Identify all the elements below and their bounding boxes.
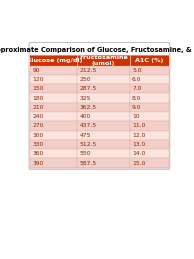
Text: 587.5: 587.5 xyxy=(80,161,97,166)
Bar xyxy=(130,93,169,103)
Bar xyxy=(130,84,169,93)
Text: 120: 120 xyxy=(33,77,44,82)
Bar xyxy=(130,112,169,121)
Text: 11.0: 11.0 xyxy=(132,123,146,128)
Bar xyxy=(77,121,130,131)
Text: 8.0: 8.0 xyxy=(132,96,141,100)
Text: 240: 240 xyxy=(33,114,44,119)
Bar xyxy=(77,84,130,93)
Bar xyxy=(30,66,77,75)
Bar xyxy=(77,159,130,168)
Text: Fructosamine
(umol): Fructosamine (umol) xyxy=(79,55,128,66)
Text: 330: 330 xyxy=(33,142,44,147)
Bar xyxy=(30,131,77,140)
Bar xyxy=(30,75,77,84)
Bar xyxy=(130,55,169,66)
Bar xyxy=(30,93,77,103)
Text: 14.0: 14.0 xyxy=(132,151,145,156)
Text: 13.0: 13.0 xyxy=(132,142,145,147)
Text: 212.5: 212.5 xyxy=(80,68,97,73)
Text: 210: 210 xyxy=(33,105,44,110)
Text: 325: 325 xyxy=(80,96,91,100)
Text: 390: 390 xyxy=(33,161,44,166)
Text: 6.0: 6.0 xyxy=(132,77,141,82)
Text: 400: 400 xyxy=(80,114,91,119)
Bar xyxy=(130,66,169,75)
Text: Glucose (mg/dl): Glucose (mg/dl) xyxy=(26,58,82,63)
Text: 287.5: 287.5 xyxy=(80,86,97,91)
Text: 10: 10 xyxy=(132,114,140,119)
Text: 180: 180 xyxy=(33,96,44,100)
Bar xyxy=(77,75,130,84)
Bar xyxy=(130,149,169,159)
Text: 550: 550 xyxy=(80,151,91,156)
Text: 360: 360 xyxy=(33,151,44,156)
Text: 270: 270 xyxy=(33,123,44,128)
Bar xyxy=(77,103,130,112)
Bar xyxy=(30,121,77,131)
Bar xyxy=(130,140,169,149)
Text: 15.0: 15.0 xyxy=(132,161,146,166)
Text: 12.0: 12.0 xyxy=(132,133,146,138)
Bar xyxy=(77,55,130,66)
Bar xyxy=(77,149,130,159)
Bar xyxy=(130,75,169,84)
FancyBboxPatch shape xyxy=(29,42,170,169)
Bar xyxy=(30,55,77,66)
Bar xyxy=(30,149,77,159)
Bar xyxy=(77,140,130,149)
Text: 512.5: 512.5 xyxy=(80,142,97,147)
Text: 90: 90 xyxy=(33,68,40,73)
Bar xyxy=(77,66,130,75)
Text: 150: 150 xyxy=(33,86,44,91)
Bar xyxy=(130,159,169,168)
Text: 5.0: 5.0 xyxy=(132,68,142,73)
Bar xyxy=(30,112,77,121)
Text: 9.0: 9.0 xyxy=(132,105,141,110)
Bar xyxy=(30,159,77,168)
Bar xyxy=(77,131,130,140)
Bar xyxy=(30,103,77,112)
Text: 362.5: 362.5 xyxy=(80,105,97,110)
Bar xyxy=(130,121,169,131)
Bar xyxy=(77,112,130,121)
Text: 300: 300 xyxy=(33,133,44,138)
Bar xyxy=(77,93,130,103)
Bar xyxy=(30,140,77,149)
Text: 437.5: 437.5 xyxy=(80,123,97,128)
Text: 475: 475 xyxy=(80,133,91,138)
Text: Approximate Comparison of Glucose, Fructosamine, & A1C: Approximate Comparison of Glucose, Fruct… xyxy=(0,47,194,53)
Text: A1C (%): A1C (%) xyxy=(135,58,163,63)
Text: 7.0: 7.0 xyxy=(132,86,142,91)
Bar xyxy=(30,84,77,93)
Text: 250: 250 xyxy=(80,77,91,82)
Bar xyxy=(130,103,169,112)
Bar xyxy=(130,131,169,140)
